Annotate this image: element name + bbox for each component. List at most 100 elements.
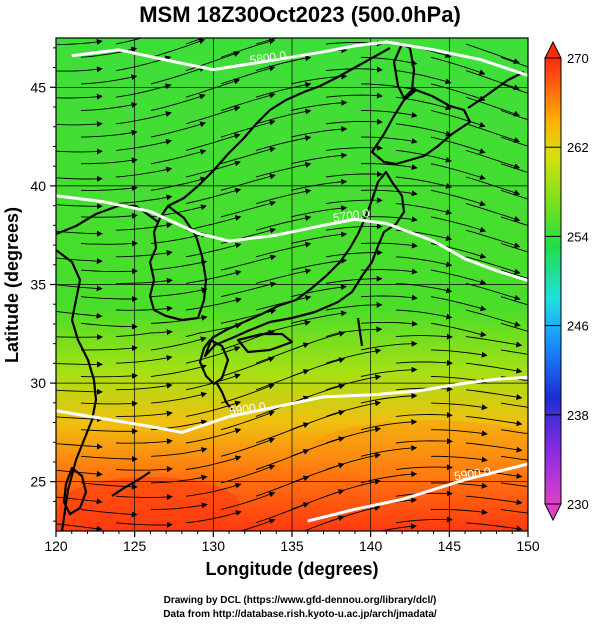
- streamline: [185, 428, 242, 444]
- streamline: [465, 176, 521, 196]
- streamline: [80, 322, 138, 330]
- streamline: [430, 269, 487, 285]
- streamline: [150, 474, 208, 484]
- colorbar-tick-label: 270: [567, 51, 589, 66]
- streamline: [395, 385, 453, 392]
- streamline: [150, 38, 206, 58]
- streamline: [220, 119, 276, 138]
- streamline: [115, 38, 144, 45]
- streamline: [430, 216, 487, 233]
- y-axis-label: Latitude (degrees): [2, 207, 22, 363]
- streamline: [220, 65, 276, 85]
- streamline: [395, 123, 452, 137]
- streamline: [80, 295, 138, 302]
- streamline: [325, 301, 383, 311]
- streamline: [255, 502, 310, 524]
- streamline: [150, 121, 207, 138]
- streamline: [238, 518, 276, 531]
- streamline: [325, 171, 383, 178]
- height-contour: [56, 375, 528, 434]
- streamline: [220, 173, 276, 191]
- streamline: [255, 422, 310, 444]
- streamline: [325, 144, 383, 151]
- y-tick-label: 40: [30, 178, 46, 194]
- streamline: [80, 240, 138, 247]
- colorbar-tick-label: 254: [567, 229, 589, 244]
- streamline: [150, 66, 206, 85]
- streamline: [115, 493, 173, 500]
- streamline: [360, 366, 418, 377]
- streamline: [255, 81, 312, 98]
- streamline: [80, 400, 138, 407]
- streamline: [325, 348, 382, 364]
- streamline: [220, 281, 277, 298]
- streamline: [150, 176, 207, 191]
- streamline: [430, 508, 488, 516]
- streamline: [115, 111, 172, 125]
- streamline: [56, 66, 103, 73]
- streamline: [325, 326, 383, 338]
- streamline: [255, 369, 310, 391]
- streamline: [185, 297, 242, 311]
- streamline: [185, 133, 241, 151]
- streamline: [395, 256, 453, 268]
- streamline: [56, 203, 103, 210]
- streamline: [360, 340, 418, 351]
- x-tick-label: 145: [438, 538, 462, 554]
- streamline: [115, 466, 173, 473]
- streamline: [220, 92, 276, 111]
- streamline: [150, 336, 207, 351]
- streamline: [80, 428, 138, 435]
- streamline: [150, 447, 208, 457]
- x-tick-label: 140: [359, 538, 383, 554]
- streamline: [500, 509, 528, 514]
- streamline: [465, 256, 521, 275]
- streamline: [395, 464, 453, 471]
- streamline: [255, 161, 312, 178]
- streamline: [465, 309, 521, 327]
- x-tick-label: 130: [202, 538, 226, 554]
- contour-label: 5900.0: [228, 399, 267, 418]
- streamline: [360, 392, 418, 404]
- streamline: [302, 515, 345, 531]
- streamline: [56, 361, 103, 368]
- streamline: [116, 277, 173, 284]
- streamline: [255, 448, 310, 471]
- streamline: [56, 334, 103, 341]
- streamline: [290, 310, 347, 324]
- streamline: [220, 464, 276, 484]
- streamline: [465, 96, 520, 117]
- streamline: [150, 93, 206, 111]
- chart-title: MSM 18Z30Oct2023 (500.0hPa): [139, 2, 461, 27]
- streamline: [255, 475, 310, 497]
- streamline: [220, 38, 276, 58]
- streamline: [430, 349, 488, 358]
- streamline: [325, 249, 383, 258]
- streamline: [115, 305, 173, 312]
- streamline: [255, 135, 312, 151]
- streamline: [465, 362, 523, 374]
- streamline: [290, 99, 348, 111]
- height-contour: [307, 462, 528, 523]
- streamline: [430, 136, 486, 154]
- streamline: [80, 185, 138, 192]
- streamline: [115, 138, 173, 151]
- streamline: [290, 178, 348, 191]
- streamline: [430, 402, 488, 411]
- streamline: [290, 257, 348, 271]
- streamline: [361, 136, 418, 144]
- streamline: [431, 482, 488, 489]
- y-tick-label: 25: [30, 474, 46, 490]
- streamline: [80, 509, 138, 518]
- streamline: [56, 496, 103, 505]
- streamline: [80, 268, 138, 275]
- coastlines: [56, 42, 525, 531]
- streamline: [185, 78, 241, 98]
- streamline: [56, 38, 103, 45]
- streamline: [56, 148, 103, 155]
- streamline: [80, 101, 138, 111]
- streamline: [500, 349, 528, 355]
- streamline: [430, 110, 486, 128]
- streamline: [115, 382, 173, 391]
- streamline: [430, 163, 486, 180]
